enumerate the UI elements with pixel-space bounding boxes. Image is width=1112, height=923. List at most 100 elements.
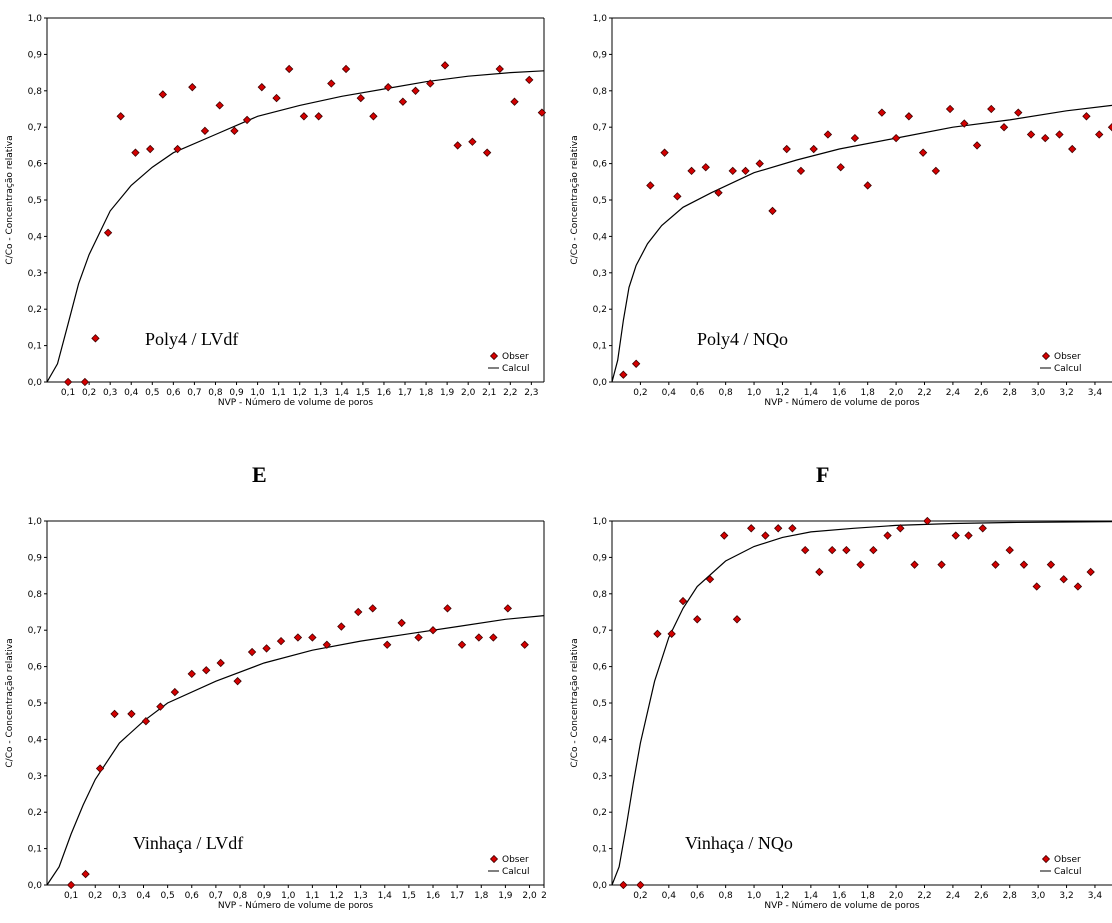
observed-point (103, 228, 113, 237)
x-tick-label: 1,8 (861, 891, 876, 901)
observed-point (1068, 144, 1077, 154)
legend-label-calculated: Calcul (1054, 867, 1081, 877)
observed-point (1082, 112, 1091, 121)
observed-point (200, 126, 210, 136)
x-tick-label: 1,2 (293, 388, 307, 398)
observed-point (1032, 582, 1041, 591)
legend-marker-observed (489, 854, 499, 864)
y-tick-label: 0,7 (28, 123, 42, 133)
observed-point (383, 82, 393, 92)
y-tick-label: 0,6 (593, 663, 608, 673)
observed-point (850, 133, 860, 143)
x-tick-label: 2 (541, 891, 547, 901)
x-tick-label: 2,6 (974, 388, 989, 398)
observed-point (991, 560, 1000, 569)
observed-point (904, 112, 914, 121)
y-tick-label: 0,0 (28, 378, 43, 388)
observed-point (673, 192, 682, 201)
observed-point (896, 524, 905, 533)
x-tick-label: 1,6 (426, 891, 441, 901)
panel-annotation: Vinhaça / LVdf (133, 833, 243, 853)
observed-point (863, 181, 872, 190)
observed-point (215, 101, 224, 110)
y-tick-label: 0,1 (28, 845, 42, 855)
observed-point (1046, 560, 1056, 569)
legend-label-observed: Obser (502, 855, 529, 865)
observed-point (81, 869, 90, 879)
observed-point (768, 206, 777, 216)
observed-point (631, 359, 641, 368)
observed-point (453, 141, 462, 150)
x-tick-label: 1,5 (402, 891, 416, 901)
x-tick-label: 0,3 (103, 388, 117, 398)
x-tick-label: 1,8 (419, 388, 434, 398)
y-tick-label: 0,4 (28, 735, 43, 745)
observed-point (856, 560, 865, 569)
x-tick-label: 0,2 (82, 388, 96, 398)
observed-point (63, 377, 73, 387)
x-tick-label: 2,1 (482, 388, 496, 398)
observed-point (687, 166, 696, 176)
x-tick-label: 0,7 (187, 388, 201, 398)
x-tick-label: 1,9 (498, 891, 513, 901)
x-tick-label: 1,7 (398, 388, 412, 398)
y-tick-label: 0,7 (593, 123, 607, 133)
observed-point (188, 82, 197, 92)
observed-point (202, 666, 211, 675)
y-tick-label: 0,1 (593, 845, 607, 855)
x-tick-label: 1,8 (861, 388, 876, 398)
x-tick-label: 0,2 (633, 388, 647, 398)
panel-annotation: Poly4 / LVdf (145, 329, 238, 349)
y-tick-label: 0,7 (593, 626, 607, 636)
observed-point (156, 702, 165, 711)
y-tick-label: 0,6 (593, 160, 608, 170)
observed-point (931, 166, 941, 176)
observed-point (1073, 582, 1083, 591)
observed-point (788, 524, 797, 533)
observed-point (836, 163, 845, 172)
observed-point (495, 64, 504, 74)
observed-point (80, 377, 90, 387)
observed-point (537, 108, 547, 117)
y-tick-label: 0,5 (593, 699, 607, 709)
observed-point (705, 575, 715, 584)
x-tick-label: 0,5 (145, 388, 159, 398)
x-tick-label: 2,0 (522, 891, 537, 901)
chart-vinhaca-lvdf: 0,0 0,1 0,2 0,3 0,4 0,5 0,6 0,7 0,8 0,9 1,0 0,1 0,2 0… (5, 517, 547, 911)
panel-annotation: Poly4 / NQo (697, 329, 788, 349)
calculated-curve (46, 615, 545, 886)
y-tick-label: 0,0 (593, 378, 608, 388)
observed-point (397, 618, 406, 628)
observed-point (356, 93, 365, 103)
x-tick-label: 1,6 (832, 388, 847, 398)
y-tick-label: 0,6 (28, 663, 43, 673)
observed-point (891, 133, 901, 143)
x-tick-label: 1,1 (271, 388, 285, 398)
observed-point (242, 115, 252, 125)
x-tick-label: 1,0 (747, 891, 762, 901)
y-tick-label: 1,0 (593, 14, 608, 24)
observed-point (158, 90, 167, 99)
observed-point (187, 669, 196, 679)
observed-point (233, 676, 242, 686)
x-tick-label: 0,5 (160, 891, 174, 901)
observed-point (809, 144, 818, 154)
plot-area (612, 516, 1112, 889)
observed-point (646, 181, 655, 190)
observed-point (720, 531, 729, 540)
observed-point (1095, 130, 1104, 139)
plot-area (46, 61, 547, 387)
panel-letter-f: F (816, 462, 830, 487)
observed-point (443, 604, 452, 613)
y-tick-label: 0,9 (28, 553, 43, 563)
observed-point (247, 647, 257, 657)
x-tick-label: 0,6 (690, 388, 705, 398)
x-tick-label: 3,4 (1088, 891, 1103, 901)
legend-label-calculated: Calcul (502, 867, 529, 877)
observed-point (354, 607, 363, 617)
observed-point (503, 604, 512, 613)
x-tick-label: 0,1 (64, 891, 78, 901)
observed-point (1041, 133, 1050, 143)
legend-label-observed: Obser (1054, 855, 1081, 865)
plot-area (46, 604, 545, 890)
